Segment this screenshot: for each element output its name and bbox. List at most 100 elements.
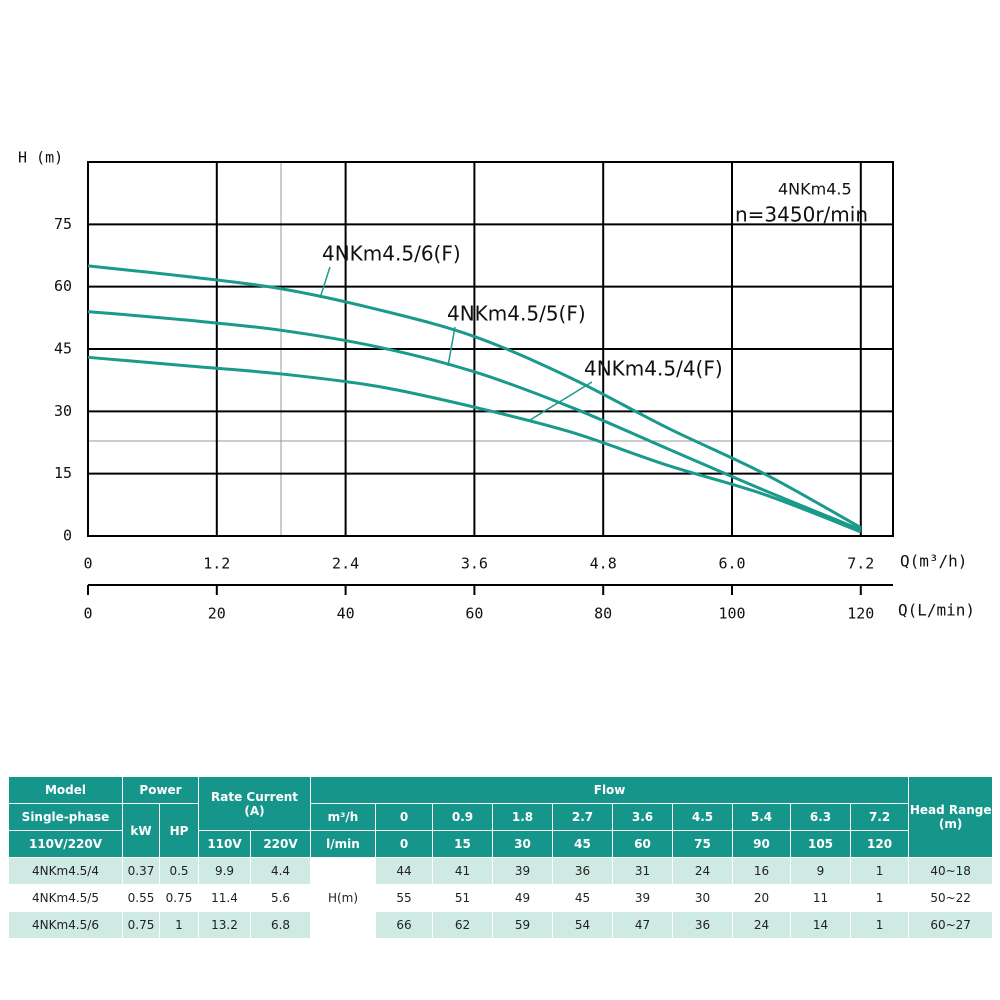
table-cell: 4.5 xyxy=(672,803,733,831)
table-cell: 16 xyxy=(732,857,791,885)
x-tick-label: 4.8 xyxy=(590,555,617,573)
table-cell: 0.75 xyxy=(122,911,160,939)
table-cell: 3.6 xyxy=(612,803,673,831)
x-axis-label: Q(m³/h) xyxy=(900,552,967,571)
table-cell: 4NKm4.5/5 xyxy=(8,884,123,912)
table-cell: 45 xyxy=(552,884,613,912)
x2-tick-label: 120 xyxy=(847,605,874,623)
table-cell: 30 xyxy=(672,884,733,912)
table-cell: 220V xyxy=(250,830,311,858)
table-cell: 0 xyxy=(375,803,433,831)
table-cell: 4NKm4.5/6 xyxy=(8,911,123,939)
table-cell: 49 xyxy=(492,884,553,912)
table-cell: 0.75 xyxy=(159,884,199,912)
table-cell: 4.4 xyxy=(250,857,311,885)
table-cell: 105 xyxy=(790,830,851,858)
table-cell: 1 xyxy=(849,884,910,912)
leader-line xyxy=(319,266,331,299)
table-cell: 75 xyxy=(672,830,733,858)
x2-tick-label: 40 xyxy=(337,605,355,623)
table-cell: 36 xyxy=(672,911,733,939)
chart: H (m) Q(m³/h) Q(L/min) 4NKm4.5 n=3450r/m… xyxy=(18,149,975,623)
curve xyxy=(87,310,862,532)
table-cell: 110V/220V xyxy=(8,830,123,858)
y-tick-label: 45 xyxy=(54,340,72,358)
table-cell: 54 xyxy=(552,911,613,939)
table-cell: 4NKm4.5/4 xyxy=(8,857,123,885)
y-tick-label: 75 xyxy=(54,215,72,233)
table-cell: 14 xyxy=(790,911,851,939)
table-cell: 51 xyxy=(432,884,493,912)
table-cell: 0.9 xyxy=(432,803,493,831)
x-tick-label: 0 xyxy=(83,555,92,573)
table-cell: 24 xyxy=(672,857,733,885)
table-cell: 1.8 xyxy=(492,803,553,831)
table-cell: 1 xyxy=(849,857,910,885)
table-cell: 40~18 xyxy=(908,857,994,885)
table-row: 4NKm4.5/4 0.37 0.5 9.9 4.4 H(m) 44 41 39 36 31 24 16… xyxy=(8,857,994,939)
table-cell: 6.3 xyxy=(790,803,851,831)
series-label: 4NKm4.5/6(F) xyxy=(322,242,461,266)
table-cell: 2.7 xyxy=(552,803,613,831)
x-tick-label: 7.2 xyxy=(847,555,874,573)
table-cell: 11.4 xyxy=(198,884,251,912)
table-cell: 60 xyxy=(612,830,673,858)
x2-tick-label: 20 xyxy=(208,605,226,623)
x2-tick-label: 60 xyxy=(465,605,483,623)
table-cell: 1 xyxy=(849,911,910,939)
table-cell: 31 xyxy=(612,857,673,885)
table-cell: m³/h xyxy=(310,803,376,831)
table-cell: 13.2 xyxy=(198,911,251,939)
table-cell: 41 xyxy=(432,857,493,885)
table-cell: 39 xyxy=(492,857,553,885)
table-cell: 0.5 xyxy=(159,857,199,885)
x2-axis-label: Q(L/min) xyxy=(898,601,975,620)
table-cell: kW xyxy=(122,803,160,858)
table-cell: 24 xyxy=(732,911,791,939)
table-cell: Rate Current (A) xyxy=(198,776,311,831)
table-cell: 120 xyxy=(849,830,910,858)
table-cell: 44 xyxy=(375,857,433,885)
y-tick-label: 30 xyxy=(54,402,72,420)
y-tick-label: 15 xyxy=(54,464,72,482)
table-cell: 5.6 xyxy=(250,884,311,912)
table-cell: 11 xyxy=(790,884,851,912)
table-cell: 39 xyxy=(612,884,673,912)
table-cell: Single-phase xyxy=(8,803,123,831)
table-cell: 66 xyxy=(375,911,433,939)
table-cell: l/min xyxy=(310,830,376,858)
table-cell: 20 xyxy=(732,884,791,912)
table-cell: 0 xyxy=(375,830,433,858)
table-cell: 50~22 xyxy=(908,884,994,912)
table-cell: 36 xyxy=(552,857,613,885)
x-tick-label: 6.0 xyxy=(718,555,745,573)
table-cell: 62 xyxy=(432,911,493,939)
table-cell: 5.4 xyxy=(732,803,791,831)
table-cell: Head Range (m) xyxy=(908,776,994,858)
table-row: Single-phase kW HP m³/h 0 0.9 1.8 2.7 3.6 4.5 5.4 6… xyxy=(8,803,993,858)
table-cell: 30 xyxy=(492,830,553,858)
y-tick-label: 60 xyxy=(54,277,72,295)
table-cell: 110V xyxy=(198,830,251,858)
x-tick-label: 2.4 xyxy=(332,555,359,573)
table-cell: 15 xyxy=(432,830,493,858)
table-cell: 47 xyxy=(612,911,673,939)
annotation: n=3450r/min xyxy=(735,203,868,227)
table-cell: 0.55 xyxy=(122,884,160,912)
table-cell: 59 xyxy=(492,911,553,939)
table-cell: 55 xyxy=(375,884,433,912)
table-cell: Model xyxy=(8,776,123,804)
x2-tick-label: 0 xyxy=(83,605,92,623)
curve xyxy=(87,355,862,534)
table-cell: HP xyxy=(159,803,199,858)
table-cell: 6.8 xyxy=(250,911,311,939)
annotation: 4NKm4.5 xyxy=(778,180,852,199)
table-cell: 0.37 xyxy=(122,857,160,885)
table-row: 4NKm4.5/5 0.55 0.75 11.4 5.6 55 51 49 45 39 30 20 11… xyxy=(8,884,994,912)
x-tick-label: 1.2 xyxy=(203,555,230,573)
series-label: 4NKm4.5/4(F) xyxy=(584,357,723,381)
table-cell: 1 xyxy=(159,911,199,939)
table-cell: Flow xyxy=(309,776,910,804)
leader-line xyxy=(529,381,593,421)
